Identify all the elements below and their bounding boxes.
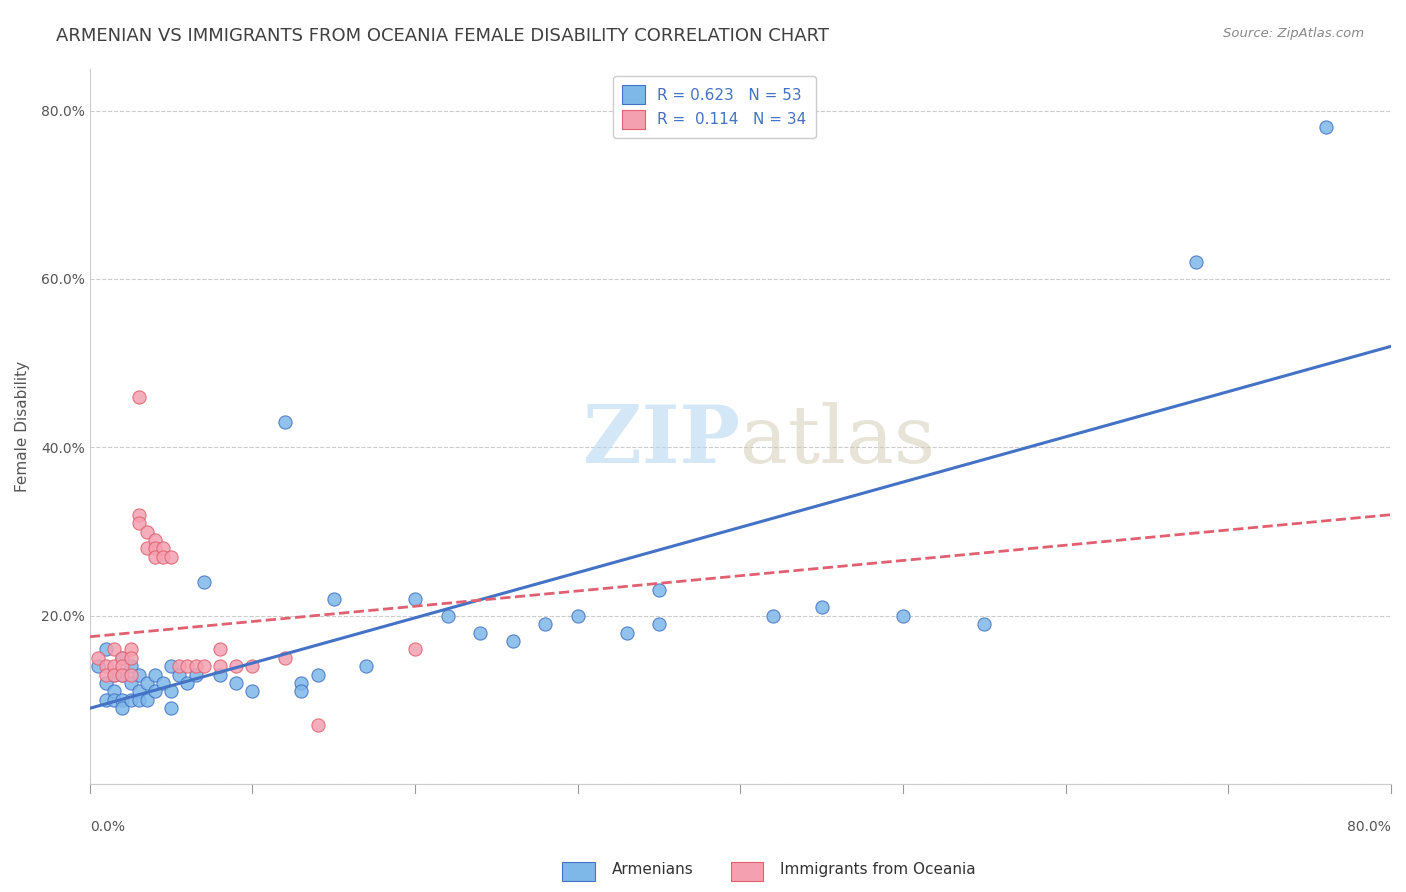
Point <box>242 684 264 698</box>
Text: Source: ZipAtlas.com: Source: ZipAtlas.com <box>1223 27 1364 40</box>
Point <box>404 642 426 657</box>
Point <box>208 642 231 657</box>
Point <box>160 701 183 715</box>
Point <box>176 659 198 673</box>
Point <box>891 608 914 623</box>
Point <box>87 650 110 665</box>
Text: 80.0%: 80.0% <box>1347 820 1391 834</box>
Point <box>274 650 297 665</box>
Y-axis label: Female Disability: Female Disability <box>15 360 30 491</box>
Point <box>135 524 157 539</box>
Point <box>436 608 458 623</box>
Point <box>404 591 426 606</box>
Point <box>120 650 142 665</box>
Point <box>152 541 174 556</box>
Text: 0.0%: 0.0% <box>90 820 125 834</box>
Point <box>152 676 174 690</box>
Point <box>616 625 638 640</box>
Point <box>87 659 110 673</box>
Point <box>128 693 150 707</box>
Text: Immigrants from Oceania: Immigrants from Oceania <box>780 863 976 877</box>
Point <box>193 574 215 589</box>
Point <box>103 667 125 681</box>
Point <box>307 667 329 681</box>
Point <box>169 659 191 673</box>
Point <box>290 676 312 690</box>
Point <box>120 667 142 681</box>
Point <box>567 608 589 623</box>
Point <box>1315 120 1337 135</box>
Point <box>470 625 492 640</box>
Point <box>160 684 183 698</box>
Point <box>184 659 207 673</box>
Point <box>120 676 142 690</box>
Point <box>103 693 125 707</box>
Point <box>103 667 125 681</box>
Point <box>128 667 150 681</box>
Point <box>1185 255 1208 269</box>
Text: Armenians: Armenians <box>612 863 693 877</box>
Point <box>225 676 247 690</box>
Point <box>94 693 117 707</box>
Point <box>973 617 995 632</box>
Point <box>290 684 312 698</box>
Point <box>648 583 671 598</box>
Point <box>111 701 134 715</box>
Point <box>152 549 174 564</box>
Point <box>184 667 207 681</box>
Point <box>111 667 134 681</box>
Point <box>135 693 157 707</box>
Point <box>111 650 134 665</box>
Point <box>322 591 344 606</box>
Point <box>208 667 231 681</box>
Point <box>762 608 785 623</box>
Legend: R = 0.623   N = 53, R =  0.114   N = 34: R = 0.623 N = 53, R = 0.114 N = 34 <box>613 76 815 138</box>
Point <box>103 659 125 673</box>
Point <box>111 659 134 673</box>
Text: atlas: atlas <box>741 401 935 480</box>
Point <box>225 659 247 673</box>
Point <box>534 617 557 632</box>
Point <box>135 676 157 690</box>
Point <box>120 642 142 657</box>
Point <box>143 667 166 681</box>
Point <box>94 659 117 673</box>
Point <box>120 659 142 673</box>
Point <box>128 508 150 522</box>
Text: ARMENIAN VS IMMIGRANTS FROM OCEANIA FEMALE DISABILITY CORRELATION CHART: ARMENIAN VS IMMIGRANTS FROM OCEANIA FEMA… <box>56 27 830 45</box>
Point <box>160 549 183 564</box>
Point <box>810 600 832 615</box>
Point <box>94 667 117 681</box>
Point <box>94 676 117 690</box>
Point <box>176 676 198 690</box>
Point <box>103 642 125 657</box>
Point <box>160 659 183 673</box>
Point <box>111 667 134 681</box>
Point <box>307 718 329 732</box>
Point <box>128 684 150 698</box>
Point <box>135 541 157 556</box>
Point <box>111 693 134 707</box>
Point <box>143 684 166 698</box>
Point <box>502 634 524 648</box>
Point <box>94 642 117 657</box>
Point <box>169 667 191 681</box>
Point <box>120 693 142 707</box>
Point <box>143 533 166 547</box>
Point <box>103 684 125 698</box>
Point <box>193 659 215 673</box>
Point <box>128 516 150 530</box>
Point <box>356 659 378 673</box>
Point <box>242 659 264 673</box>
Text: ZIP: ZIP <box>583 401 741 480</box>
Point <box>274 415 297 429</box>
Point <box>143 549 166 564</box>
Point <box>143 541 166 556</box>
Point <box>111 650 134 665</box>
Point <box>208 659 231 673</box>
Point <box>128 390 150 404</box>
Point <box>648 617 671 632</box>
